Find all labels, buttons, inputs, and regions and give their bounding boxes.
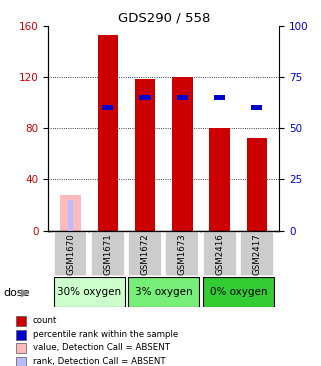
Bar bbox=[16, 316, 26, 326]
Bar bbox=[128, 277, 199, 307]
Text: GSM1670: GSM1670 bbox=[66, 233, 75, 274]
Bar bbox=[16, 343, 26, 353]
Bar bbox=[60, 195, 81, 231]
Bar bbox=[251, 105, 263, 110]
Bar bbox=[203, 231, 237, 276]
Text: 3% oxygen: 3% oxygen bbox=[135, 287, 193, 298]
Text: ▶: ▶ bbox=[21, 288, 29, 298]
Text: rank, Detection Call = ABSENT: rank, Detection Call = ABSENT bbox=[33, 357, 165, 366]
Bar bbox=[16, 356, 26, 366]
Bar bbox=[240, 231, 274, 276]
Bar bbox=[98, 34, 118, 231]
Bar bbox=[16, 330, 26, 340]
Bar bbox=[128, 231, 162, 276]
Bar bbox=[54, 231, 88, 276]
Bar bbox=[214, 95, 225, 100]
Bar bbox=[91, 231, 125, 276]
Text: value, Detection Call = ABSENT: value, Detection Call = ABSENT bbox=[33, 343, 169, 352]
Bar bbox=[177, 95, 188, 100]
Text: 0% oxygen: 0% oxygen bbox=[210, 287, 267, 298]
Bar bbox=[140, 95, 151, 100]
Text: percentile rank within the sample: percentile rank within the sample bbox=[33, 330, 178, 339]
Text: dose: dose bbox=[3, 288, 30, 298]
Text: 30% oxygen: 30% oxygen bbox=[57, 287, 121, 298]
Bar bbox=[247, 138, 267, 231]
Text: GSM1673: GSM1673 bbox=[178, 233, 187, 274]
Text: GSM1672: GSM1672 bbox=[141, 233, 150, 274]
Text: count: count bbox=[33, 317, 57, 325]
Bar bbox=[209, 128, 230, 231]
Bar bbox=[165, 231, 199, 276]
Text: GSM1671: GSM1671 bbox=[103, 233, 112, 274]
Bar bbox=[54, 277, 125, 307]
Text: GSM2417: GSM2417 bbox=[252, 233, 261, 274]
Bar bbox=[135, 79, 155, 231]
Text: GSM2416: GSM2416 bbox=[215, 233, 224, 274]
Bar bbox=[172, 77, 193, 231]
Title: GDS290 / 558: GDS290 / 558 bbox=[117, 11, 210, 25]
Bar bbox=[102, 105, 113, 110]
Bar bbox=[203, 277, 274, 307]
Bar bbox=[68, 200, 73, 231]
